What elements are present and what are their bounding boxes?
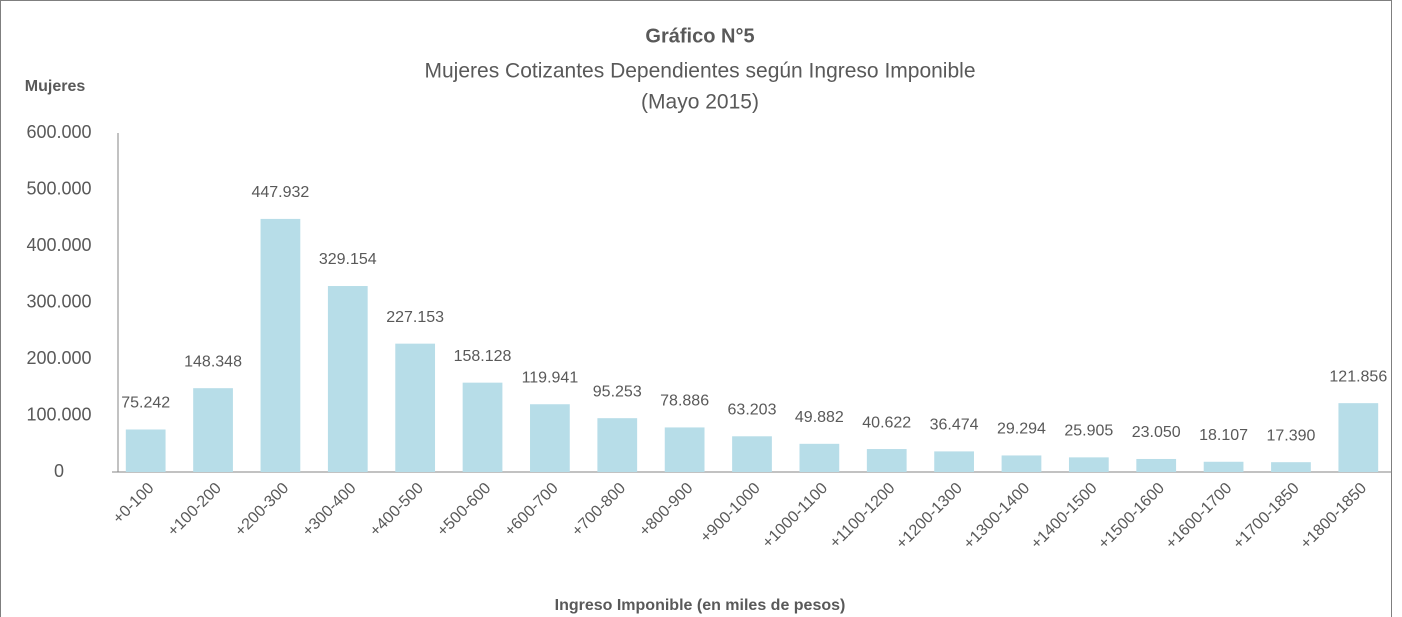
bar — [530, 404, 570, 472]
x-tick-label: +500-600 — [434, 480, 494, 540]
bar — [1001, 455, 1042, 472]
y-tick-label: 600.000 — [26, 122, 91, 142]
x-tick-label: +900-1000 — [697, 480, 764, 547]
data-label: 23.050 — [1132, 424, 1181, 441]
data-label: 447.932 — [251, 184, 309, 201]
x-tick-label: +700-800 — [569, 480, 629, 540]
x-tick-label: +1200-1300 — [893, 480, 966, 553]
x-axis-label: Ingreso Imponible (en miles de pesos) — [555, 597, 846, 614]
data-label: 95.253 — [593, 383, 642, 400]
x-tick-label: +1300-1400 — [961, 480, 1034, 553]
data-label: 49.882 — [795, 409, 844, 426]
data-label: 17.390 — [1266, 427, 1315, 444]
x-tick-label: +0-100 — [110, 480, 158, 528]
x-tick-label: +1000-1100 — [759, 480, 831, 552]
chart-title: Gráfico N°5 — [645, 25, 754, 47]
bar — [193, 388, 233, 472]
data-label: 119.941 — [522, 369, 579, 386]
bar — [597, 418, 638, 472]
bar — [934, 451, 974, 472]
bar — [866, 449, 907, 472]
y-tick-label: 500.000 — [26, 178, 91, 198]
chart-subtitle: (Mayo 2015) — [641, 91, 759, 114]
x-tick-label: +1700-1850 — [1230, 480, 1303, 553]
data-label: 40.622 — [862, 414, 911, 431]
bar — [462, 382, 503, 472]
data-label: 121.856 — [1329, 368, 1387, 385]
x-tick-label: +200-300 — [232, 480, 292, 540]
data-label: 18.107 — [1199, 427, 1248, 444]
x-tick-label: +1100-1200 — [827, 480, 899, 552]
y-tick-label: 300.000 — [26, 291, 91, 311]
data-label: 329.154 — [319, 251, 377, 268]
x-tick-label: +1600-1700 — [1163, 480, 1236, 553]
data-label: 158.128 — [454, 348, 512, 365]
bar — [395, 343, 436, 472]
y-tick-label: 100.000 — [26, 404, 91, 424]
data-label: 25.905 — [1064, 423, 1113, 440]
bar — [260, 218, 301, 472]
data-label: 227.153 — [386, 309, 444, 326]
bar — [732, 436, 772, 472]
bar — [664, 427, 705, 472]
data-label: 78.886 — [660, 393, 709, 410]
bar — [1136, 458, 1177, 472]
x-tick-label: +1500-1600 — [1095, 480, 1168, 553]
x-tick-label: +1800-1850 — [1297, 480, 1370, 553]
bar — [1068, 457, 1109, 472]
data-label: 63.203 — [728, 402, 777, 419]
data-label: 148.348 — [184, 353, 242, 370]
y-tick-label: 200.000 — [26, 348, 91, 368]
data-label: 75.242 — [121, 395, 170, 412]
x-tick-label: +400-500 — [367, 480, 427, 540]
bar — [1338, 403, 1379, 472]
data-label: 36.474 — [930, 417, 979, 434]
y-tick-label: 400.000 — [26, 235, 91, 255]
x-tick-label: +1400-1500 — [1028, 480, 1101, 553]
y-tick-label: 0 — [54, 461, 64, 481]
bar — [327, 286, 368, 472]
bar — [799, 443, 840, 472]
x-tick-label: +800-900 — [636, 480, 696, 540]
x-tick-label: +300-400 — [299, 480, 359, 540]
data-label: 29.294 — [997, 421, 1046, 438]
bar — [1271, 462, 1311, 472]
bar — [125, 429, 166, 472]
x-tick-label: +600-700 — [502, 480, 562, 540]
bar — [1203, 461, 1244, 472]
y-axis-label: Mujeres — [25, 78, 86, 95]
chart-subtitle: Mujeres Cotizantes Dependientes según In… — [425, 60, 976, 83]
x-tick-label: +100-200 — [165, 480, 225, 540]
